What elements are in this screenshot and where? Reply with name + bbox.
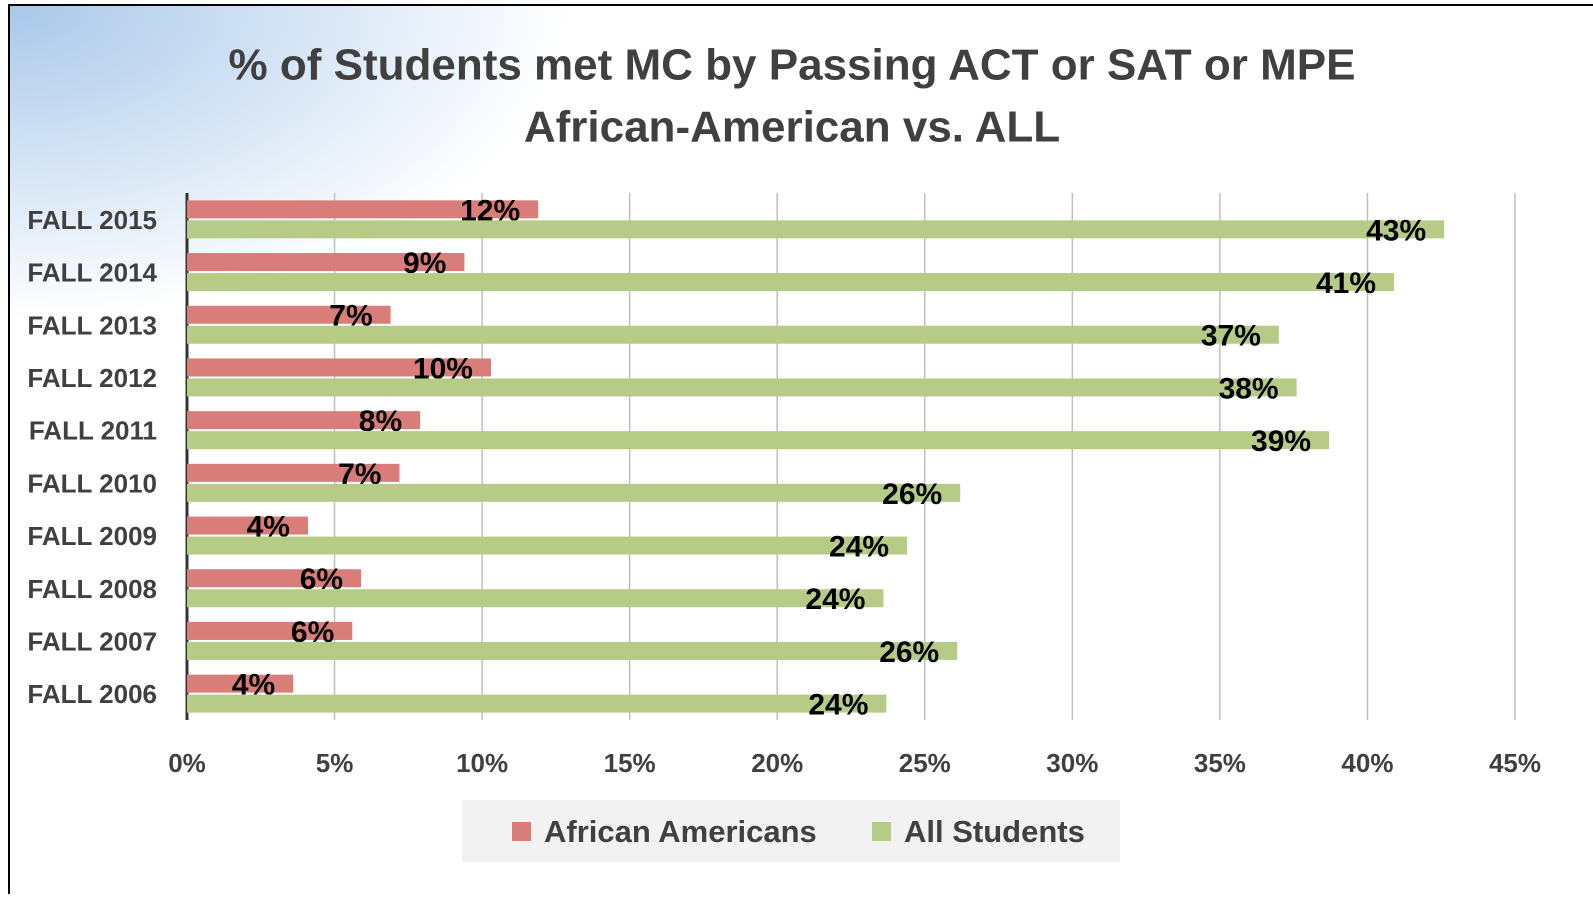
y-tick-label: FALL 2006	[27, 679, 157, 709]
y-tick-label: FALL 2014	[27, 258, 157, 288]
x-tick-label: 25%	[899, 748, 951, 778]
bar	[187, 536, 908, 555]
bar	[187, 694, 887, 713]
data-label: 26%	[882, 478, 942, 511]
y-tick-label: FALL 2011	[29, 416, 157, 446]
legend-label: African Americans	[544, 814, 817, 849]
x-tick-label: 30%	[1046, 748, 1098, 778]
bar	[187, 621, 353, 640]
bar	[187, 463, 400, 482]
bar	[187, 516, 308, 535]
chart-title: African-American vs. ALL	[524, 103, 1060, 152]
bar	[187, 253, 465, 272]
y-tick-label: FALL 2015	[27, 205, 157, 235]
bar	[187, 200, 539, 219]
legend-swatch	[872, 822, 891, 841]
bar	[187, 641, 958, 660]
x-tick-label: 0%	[168, 748, 206, 778]
legend-label: All Students	[904, 814, 1085, 849]
data-label: 43%	[1366, 214, 1426, 247]
x-tick-label: 5%	[316, 748, 354, 778]
x-tick-label: 45%	[1489, 748, 1541, 778]
y-tick-label: FALL 2007	[27, 626, 157, 656]
bar	[187, 411, 421, 430]
bar	[187, 378, 1297, 397]
bar	[187, 220, 1445, 239]
y-tick-label: FALL 2013	[27, 310, 157, 340]
data-label: 26%	[879, 636, 939, 669]
bar	[187, 431, 1330, 450]
y-tick-label: FALL 2009	[27, 521, 157, 551]
data-label: 41%	[1316, 267, 1376, 300]
y-tick-label: FALL 2012	[27, 363, 157, 393]
legend-swatch	[512, 822, 531, 841]
chart-frame	[8, 4, 1593, 899]
x-tick-label: 10%	[456, 748, 508, 778]
data-label: 38%	[1219, 372, 1279, 405]
x-tick-label: 15%	[604, 748, 656, 778]
x-tick-label: 20%	[751, 748, 803, 778]
data-label: 24%	[805, 583, 865, 616]
bar	[187, 325, 1279, 344]
bar	[187, 569, 362, 588]
legend-box	[462, 800, 1120, 862]
data-label: 24%	[808, 689, 868, 722]
y-tick-label: FALL 2010	[27, 468, 157, 498]
bar	[187, 483, 961, 502]
bar	[187, 358, 491, 377]
data-label: 39%	[1251, 425, 1311, 458]
x-tick-label: 35%	[1194, 748, 1246, 778]
chart-title: % of Students met MC by Passing ACT or S…	[229, 41, 1356, 90]
data-label: 24%	[829, 530, 889, 563]
data-label: 37%	[1201, 320, 1261, 353]
bar	[187, 674, 294, 693]
y-tick-label: FALL 2008	[27, 574, 157, 604]
x-tick-label: 40%	[1341, 748, 1393, 778]
bar	[187, 273, 1395, 292]
bar	[187, 589, 884, 608]
bar	[187, 305, 391, 324]
